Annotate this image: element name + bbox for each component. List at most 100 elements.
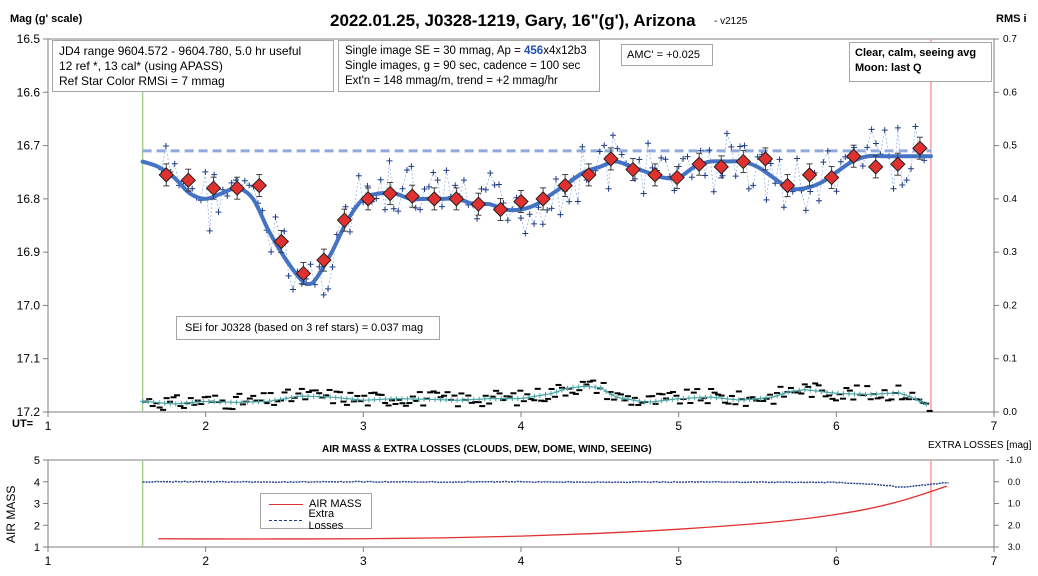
rms-smoothed-point <box>244 399 250 405</box>
rms-smoothed-point <box>614 394 620 400</box>
rms-smoothed-point <box>625 396 631 402</box>
bottom-y2-tick-label: 3.0 <box>1008 542 1021 552</box>
single-measurement-point <box>474 215 481 222</box>
rms-smoothed-point <box>421 396 427 402</box>
rms-smoothed-point <box>741 397 747 403</box>
rms-smoothed-point <box>388 396 394 402</box>
rms-smoothed-point <box>697 395 703 401</box>
rms-smoothed-point <box>377 396 383 402</box>
rms-smoothed-point <box>311 393 317 399</box>
y2-tick-label: 0.5 <box>1003 141 1017 152</box>
single-measurement-point <box>802 207 809 214</box>
rms-smoothed-point <box>642 399 648 405</box>
single-measurement-point <box>517 215 524 222</box>
rms-smoothed-point <box>686 395 692 401</box>
rms-smoothed-point <box>173 401 179 407</box>
rms-smoothed-point <box>498 396 504 402</box>
rms-smoothed-point <box>918 398 924 404</box>
single-measurement-point <box>645 140 652 147</box>
single-measurement-point <box>478 185 485 192</box>
rms-smoothed-point <box>267 398 273 404</box>
rms-smoothed-point <box>272 397 278 403</box>
single-measurement-point <box>548 205 555 212</box>
single-measurement-point <box>316 263 323 270</box>
single-measurement-point <box>579 143 586 150</box>
y2-tick-label: 0.3 <box>1003 247 1017 258</box>
rms-smoothed-point <box>145 399 151 405</box>
ut-axis-label: UT= <box>12 418 34 430</box>
sei-value: SEi for J0328 (based on 3 ref stars) = 0… <box>185 322 424 334</box>
single-measurement-point <box>531 220 538 227</box>
air-mass-axis-title: AIR MASS <box>4 485 18 543</box>
rms-smoothed-point <box>316 394 322 400</box>
single-measurement-point <box>596 148 603 155</box>
single-measurement-point <box>601 142 608 149</box>
group-mean-marker <box>229 180 245 196</box>
single-measurement-point <box>903 177 910 184</box>
rms-smoothed-point <box>294 394 300 400</box>
rms-smoothed-point <box>250 399 256 405</box>
rms-smoothed-point <box>824 389 830 395</box>
rms-smoothed-point <box>879 391 885 397</box>
group-mean-marker <box>557 177 573 194</box>
rms-smoothed-point <box>758 395 764 401</box>
rms-smoothed-point <box>912 396 918 402</box>
rms-smoothed-point <box>465 397 471 403</box>
single-measurement-point <box>504 217 511 224</box>
group-mean-marker <box>448 191 465 207</box>
single-measurement-point <box>443 167 450 174</box>
group-mean-marker <box>845 148 862 164</box>
single-measurement-point <box>640 190 647 197</box>
group-mean-marker <box>647 167 663 183</box>
rms-smoothed-point <box>200 399 206 405</box>
single-measurement-point <box>268 248 275 255</box>
rms-smoothed-point <box>327 394 333 400</box>
single-measurement-point <box>539 221 546 228</box>
y2-tick-label: 0.2 <box>1003 300 1017 311</box>
rms-smoothed-point <box>360 397 366 403</box>
rms-smoothed-point <box>509 396 515 402</box>
single-measurement-point <box>412 204 419 211</box>
single-measurement-point <box>325 285 332 292</box>
single-measurement-point <box>285 272 292 279</box>
observation-info-box: JD4 range 9604.572 - 9604.780, 5.0 hr us… <box>52 40 334 92</box>
rms-smoothed-point <box>835 390 841 396</box>
rms-smoothed-point <box>587 384 593 390</box>
group-mean-marker <box>581 167 597 183</box>
rms-smoothed-point <box>427 396 433 402</box>
info-line-2: 12 ref *, 13 cal* (using APASS) <box>59 59 223 73</box>
rms-smoothed-point <box>151 399 157 405</box>
single-measurement-point <box>566 198 573 205</box>
rms-smoothed-point <box>460 397 466 403</box>
single-measurement-point <box>890 185 897 192</box>
rms-smoothed-point <box>680 395 686 401</box>
rms-smoothed-point <box>261 399 267 405</box>
y2-tick-label: 0.7 <box>1003 34 1017 45</box>
y-tick-label: 16.5 <box>17 32 41 46</box>
rms-smoothed-point <box>493 396 499 402</box>
bottom-y2-tick-label: 0.0 <box>1008 477 1021 487</box>
single-measurement-point <box>553 175 560 182</box>
bottom-y-tick-label: 4 <box>34 477 40 489</box>
single-measurement-point <box>921 157 928 164</box>
single-measurement-point <box>395 208 402 215</box>
group-mean-marker <box>603 151 619 167</box>
rms-smoothed-point <box>255 399 261 405</box>
rms-smoothed-point <box>471 396 477 402</box>
group-mean-marker <box>295 265 312 282</box>
y-axis-title: Mag (g' scale) <box>10 13 83 25</box>
rms-smoothed-point <box>846 391 852 397</box>
single-measurement-point <box>872 140 879 147</box>
single-measurement-point <box>408 163 415 170</box>
version-label: - v2125 <box>714 16 748 27</box>
single-measurement-point <box>732 173 739 180</box>
rms-smoothed-point <box>747 396 753 402</box>
rms-smoothed-point <box>890 390 896 396</box>
single-measurement-point <box>399 185 406 192</box>
bottom-x-tick-label: 2 <box>202 554 209 568</box>
rms-smoothed-point <box>289 394 295 400</box>
single-measurement-point <box>228 179 235 186</box>
single-measurement-point <box>837 158 844 165</box>
rms-smoothed-point <box>769 394 775 400</box>
single-measurement-point <box>202 168 209 175</box>
